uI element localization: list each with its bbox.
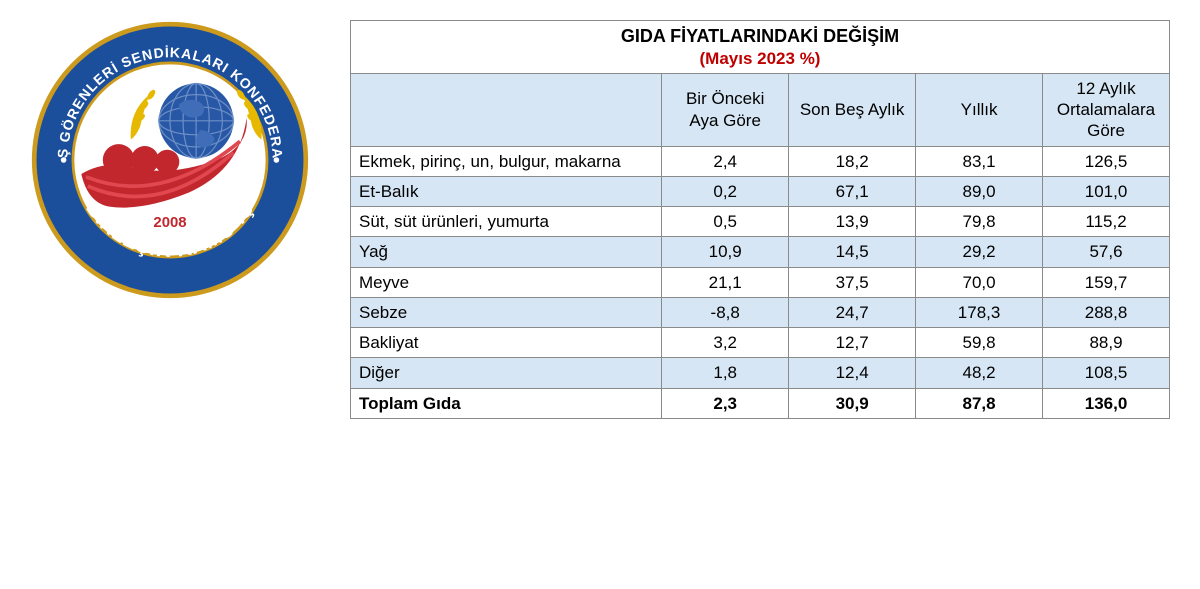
row-value: 2,4	[662, 146, 789, 176]
row-value: 3,2	[662, 328, 789, 358]
row-value: 12,4	[789, 358, 916, 388]
row-value: 57,6	[1043, 237, 1170, 267]
row-category: Bakliyat	[351, 328, 662, 358]
col-header-category	[351, 73, 662, 146]
logo-year: 2008	[153, 214, 186, 231]
row-value: 0,2	[662, 176, 789, 206]
row-category: Yağ	[351, 237, 662, 267]
row-value: 89,0	[916, 176, 1043, 206]
row-category: Et-Balık	[351, 176, 662, 206]
table-row: Meyve21,137,570,0159,7	[351, 267, 1170, 297]
table-title-cell: GIDA FİYATLARINDAKİ DEĞİŞİM (Mayıs 2023 …	[351, 21, 1170, 74]
row-category: Meyve	[351, 267, 662, 297]
total-value: 136,0	[1043, 388, 1170, 418]
table-row: Et-Balık0,267,189,0101,0	[351, 176, 1170, 206]
row-value: 126,5	[1043, 146, 1170, 176]
row-category: Diğer	[351, 358, 662, 388]
col-header-1: Bir Önceki Aya Göre	[662, 73, 789, 146]
row-value: 79,8	[916, 207, 1043, 237]
table-row: Diğer1,812,448,2108,5	[351, 358, 1170, 388]
total-value: 2,3	[662, 388, 789, 418]
row-value: 37,5	[789, 267, 916, 297]
row-category: Ekmek, pirinç, un, bulgur, makarna	[351, 146, 662, 176]
row-value: 29,2	[916, 237, 1043, 267]
row-value: -8,8	[662, 297, 789, 327]
row-value: 10,9	[662, 237, 789, 267]
table-header-row: Bir Önceki Aya Göre Son Beş Aylık Yıllık…	[351, 73, 1170, 146]
table-row: Bakliyat3,212,759,888,9	[351, 328, 1170, 358]
col-header-3: Yıllık	[916, 73, 1043, 146]
row-value: 108,5	[1043, 358, 1170, 388]
union-logo: KAMU İŞ GÖRENLERİ SENDİKALARI KONFEDERAS…	[30, 20, 310, 300]
price-change-table: GIDA FİYATLARINDAKİ DEĞİŞİM (Mayıs 2023 …	[350, 20, 1170, 419]
table-row: Yağ10,914,529,257,6	[351, 237, 1170, 267]
row-value: 18,2	[789, 146, 916, 176]
row-value: 13,9	[789, 207, 916, 237]
total-label: Toplam Gıda	[351, 388, 662, 418]
row-value: 70,0	[916, 267, 1043, 297]
row-value: 21,1	[662, 267, 789, 297]
row-value: 67,1	[789, 176, 916, 206]
row-value: 159,7	[1043, 267, 1170, 297]
row-value: 178,3	[916, 297, 1043, 327]
total-value: 87,8	[916, 388, 1043, 418]
row-value: 101,0	[1043, 176, 1170, 206]
table-title-main: GIDA FİYATLARINDAKİ DEĞİŞİM	[621, 26, 899, 46]
col-header-4: 12 Aylık Ortalamalara Göre	[1043, 73, 1170, 146]
total-value: 30,9	[789, 388, 916, 418]
col-header-2: Son Beş Aylık	[789, 73, 916, 146]
row-value: 59,8	[916, 328, 1043, 358]
row-value: 24,7	[789, 297, 916, 327]
row-value: 48,2	[916, 358, 1043, 388]
row-value: 115,2	[1043, 207, 1170, 237]
table-row: Sebze-8,824,7178,3288,8	[351, 297, 1170, 327]
row-value: 0,5	[662, 207, 789, 237]
row-category: Sebze	[351, 297, 662, 327]
price-change-table-container: GIDA FİYATLARINDAKİ DEĞİŞİM (Mayıs 2023 …	[350, 20, 1170, 419]
table-total-row: Toplam Gıda2,330,987,8136,0	[351, 388, 1170, 418]
row-value: 12,7	[789, 328, 916, 358]
table-row: Süt, süt ürünleri, yumurta0,513,979,8115…	[351, 207, 1170, 237]
row-value: 288,8	[1043, 297, 1170, 327]
row-value: 1,8	[662, 358, 789, 388]
row-value: 88,9	[1043, 328, 1170, 358]
row-value: 83,1	[916, 146, 1043, 176]
row-value: 14,5	[789, 237, 916, 267]
table-title-sub: (Mayıs 2023 %)	[359, 48, 1161, 69]
row-category: Süt, süt ürünleri, yumurta	[351, 207, 662, 237]
table-row: Ekmek, pirinç, un, bulgur, makarna2,418,…	[351, 146, 1170, 176]
